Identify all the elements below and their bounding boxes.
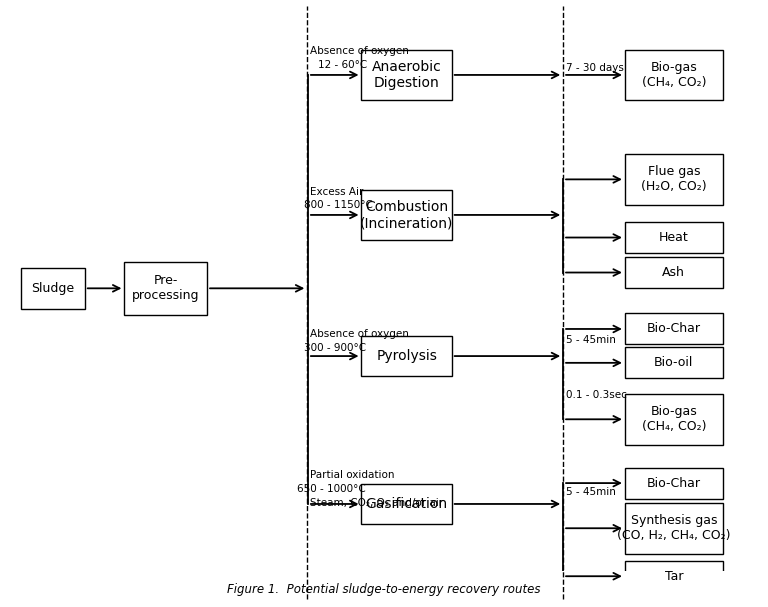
Bar — [362, 484, 452, 524]
Text: Absence of oxygen: Absence of oxygen — [310, 46, 409, 56]
Text: Bio-Char: Bio-Char — [647, 322, 700, 336]
Bar — [124, 262, 207, 315]
Bar — [21, 268, 84, 308]
Text: Figure 1.  Potential sludge-to-energy recovery routes: Figure 1. Potential sludge-to-energy rec… — [227, 583, 541, 596]
Text: 7 - 30 days: 7 - 30 days — [566, 63, 624, 72]
Bar — [362, 189, 452, 240]
Text: 800 - 1150°C: 800 - 1150°C — [304, 200, 373, 210]
Bar — [625, 394, 723, 445]
Bar — [362, 50, 452, 100]
Text: Absence of oxygen: Absence of oxygen — [310, 329, 409, 339]
Bar — [625, 154, 723, 205]
Text: Sludge: Sludge — [31, 282, 74, 295]
Text: Pre-
processing: Pre- processing — [132, 274, 200, 302]
Bar — [625, 467, 723, 498]
Bar — [625, 503, 723, 554]
Text: 12 - 60°C: 12 - 60°C — [318, 59, 367, 70]
Text: Heat: Heat — [659, 231, 689, 244]
Bar — [625, 257, 723, 288]
Bar — [625, 222, 723, 253]
Text: Anaerobic
Digestion: Anaerobic Digestion — [372, 60, 442, 90]
Bar — [362, 336, 452, 376]
Text: 5 - 45min: 5 - 45min — [566, 334, 616, 345]
Text: 5 - 45min: 5 - 45min — [566, 487, 616, 497]
Text: 0.1 - 0.3sec: 0.1 - 0.3sec — [566, 390, 627, 400]
Text: 650 - 1000°C: 650 - 1000°C — [297, 484, 366, 494]
Text: Tar: Tar — [664, 570, 683, 583]
Text: Partial oxidation: Partial oxidation — [310, 470, 395, 480]
Text: Excess Air: Excess Air — [310, 187, 363, 197]
Text: Combustion
(Incineration): Combustion (Incineration) — [360, 200, 453, 230]
Bar — [625, 347, 723, 378]
Text: 300 - 900°C: 300 - 900°C — [304, 343, 366, 353]
Bar — [625, 50, 723, 100]
Text: Gasification: Gasification — [366, 497, 448, 511]
Text: Bio-Char: Bio-Char — [647, 476, 700, 490]
Text: Flue gas
(H₂O, CO₂): Flue gas (H₂O, CO₂) — [641, 165, 707, 194]
Text: Bio-oil: Bio-oil — [654, 356, 694, 369]
Text: Pyrolysis: Pyrolysis — [376, 349, 437, 363]
Text: Synthesis gas
(CO, H₂, CH₄, CO₂): Synthesis gas (CO, H₂, CH₄, CO₂) — [617, 514, 730, 542]
Text: Ash: Ash — [662, 266, 685, 279]
Bar — [625, 561, 723, 592]
Text: Steam, CO₂, O₂ and/or air: Steam, CO₂, O₂ and/or air — [310, 498, 443, 508]
Text: Bio-gas
(CH₄, CO₂): Bio-gas (CH₄, CO₂) — [641, 405, 706, 433]
Bar — [625, 313, 723, 345]
Text: Bio-gas
(CH₄, CO₂): Bio-gas (CH₄, CO₂) — [641, 61, 706, 89]
